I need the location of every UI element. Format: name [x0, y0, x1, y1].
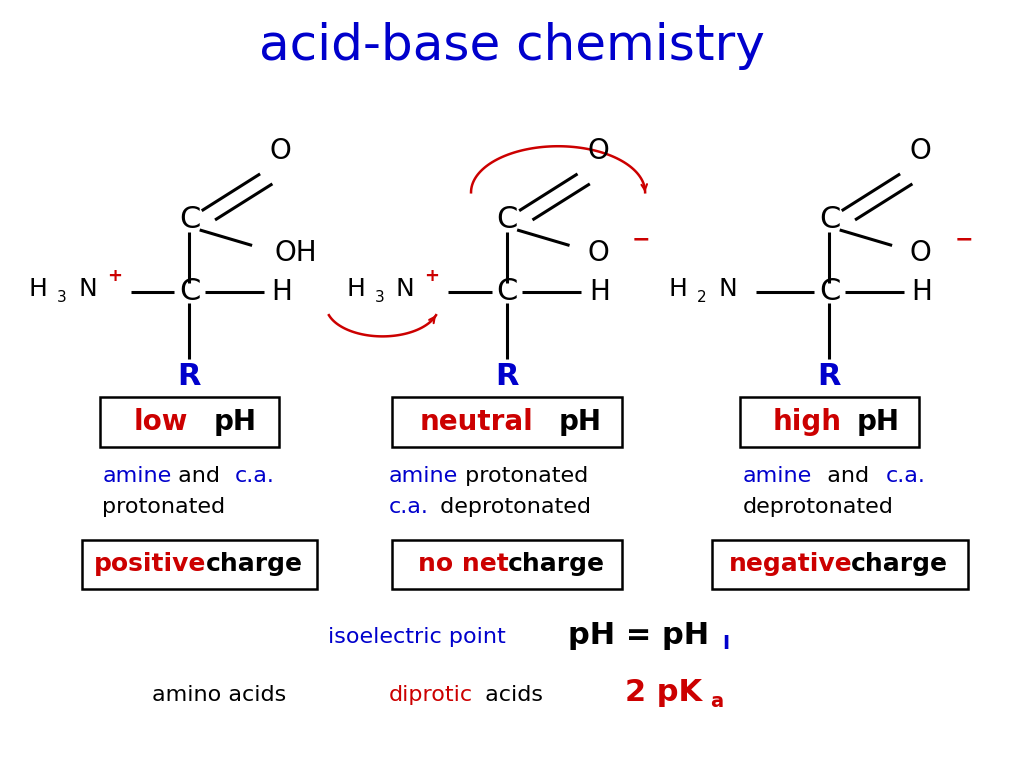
Text: a: a: [710, 692, 723, 710]
Text: H: H: [911, 278, 933, 306]
Text: amine: amine: [742, 466, 812, 486]
Text: c.a.: c.a.: [389, 497, 429, 517]
Text: C: C: [497, 206, 517, 234]
Text: R: R: [818, 362, 841, 391]
Text: negative: negative: [729, 552, 852, 577]
Text: H: H: [346, 276, 366, 301]
Text: O: O: [269, 137, 292, 165]
Text: no net: no net: [419, 552, 509, 577]
Text: neutral: neutral: [419, 409, 534, 436]
Text: acid-base chemistry: acid-base chemistry: [259, 22, 765, 70]
Text: protonated: protonated: [458, 466, 588, 486]
Text: and: and: [813, 466, 877, 486]
Text: C: C: [179, 206, 200, 234]
Text: +: +: [424, 267, 439, 286]
Text: pH: pH: [214, 409, 257, 436]
Text: pH: pH: [857, 409, 900, 436]
Text: C: C: [819, 277, 840, 306]
Text: charge: charge: [508, 552, 604, 577]
Text: R: R: [496, 362, 518, 391]
Text: +: +: [106, 267, 122, 286]
Text: OH: OH: [274, 239, 317, 267]
Text: amino acids: amino acids: [152, 685, 286, 705]
Bar: [82, 539, 317, 590]
Text: positive: positive: [94, 552, 207, 577]
Text: −: −: [632, 230, 650, 250]
Text: low: low: [133, 409, 188, 436]
Bar: [391, 539, 623, 590]
Text: acids: acids: [478, 685, 543, 705]
Text: N: N: [718, 276, 737, 301]
Text: c.a.: c.a.: [886, 466, 926, 486]
Text: H: H: [29, 276, 48, 301]
Text: O: O: [587, 137, 609, 165]
Text: N: N: [395, 276, 415, 301]
Text: H: H: [669, 276, 688, 301]
Text: charge: charge: [851, 552, 947, 577]
Text: C: C: [497, 277, 517, 306]
Text: protonated: protonated: [102, 497, 225, 517]
Bar: [712, 539, 968, 590]
Text: O: O: [909, 137, 932, 165]
Text: O: O: [588, 239, 609, 267]
Text: 2: 2: [697, 290, 707, 306]
Bar: [100, 398, 279, 447]
Text: C: C: [179, 277, 200, 306]
Text: isoelectric point: isoelectric point: [328, 627, 506, 647]
Text: N: N: [78, 276, 97, 301]
Text: H: H: [271, 278, 293, 306]
Text: deprotonated: deprotonated: [433, 497, 591, 517]
Bar: [391, 398, 623, 447]
Text: amine: amine: [389, 466, 459, 486]
Text: C: C: [819, 206, 840, 234]
Text: O: O: [910, 239, 932, 267]
Text: amine: amine: [102, 466, 172, 486]
Text: pH: pH: [559, 409, 602, 436]
Text: pH = pH: pH = pH: [568, 621, 710, 650]
Text: R: R: [178, 362, 201, 391]
Text: high: high: [772, 409, 842, 436]
Text: c.a.: c.a.: [234, 466, 274, 486]
Text: 2 pK: 2 pK: [625, 678, 701, 707]
Text: 3: 3: [57, 290, 67, 306]
Bar: [739, 398, 920, 447]
Text: 3: 3: [375, 290, 384, 306]
Text: diprotic: diprotic: [389, 685, 473, 705]
Text: charge: charge: [206, 552, 302, 577]
Text: H: H: [589, 278, 610, 306]
Text: deprotonated: deprotonated: [742, 497, 893, 517]
Text: I: I: [722, 634, 729, 653]
Text: and: and: [171, 466, 227, 486]
Text: −: −: [954, 230, 973, 250]
